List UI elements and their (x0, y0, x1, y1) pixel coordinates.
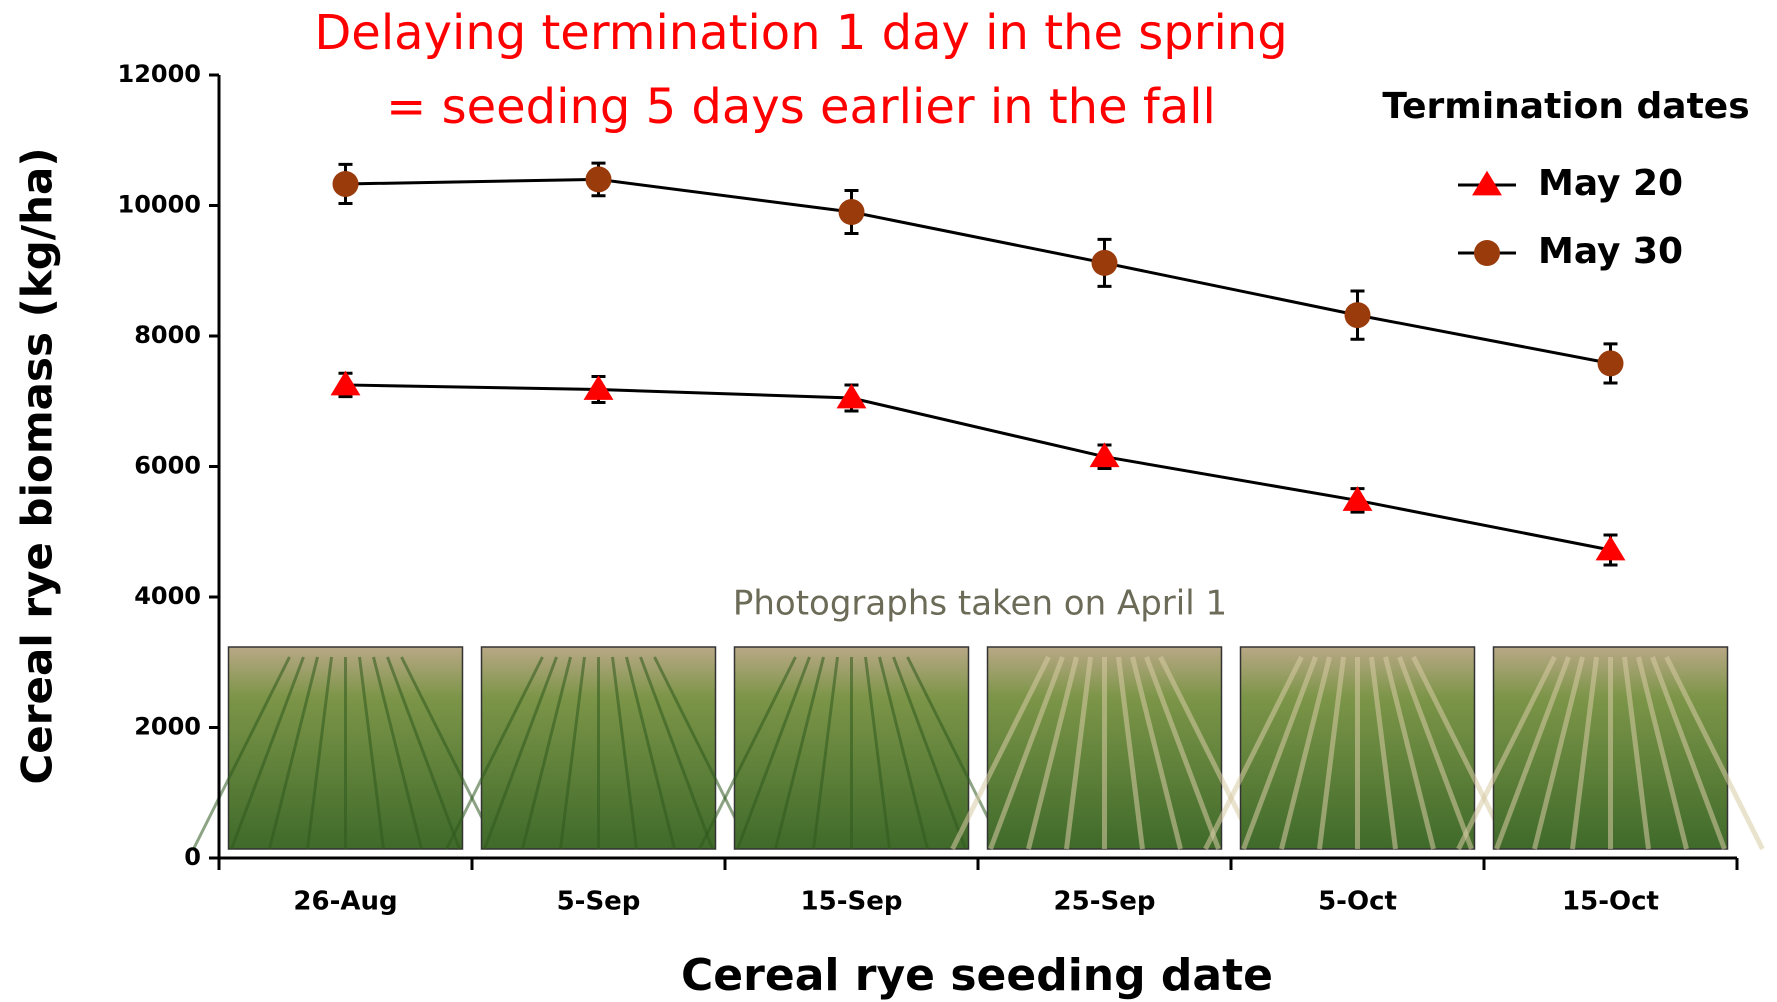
annotation: = seeding 5 days earlier in the fall (386, 79, 1216, 135)
y-tick-label: 2000 (134, 713, 201, 741)
y-axis-label: Cereal rye biomass (kg/ha) (13, 147, 62, 784)
marker (1345, 302, 1371, 328)
series-line (346, 179, 1611, 363)
marker (331, 371, 361, 396)
marker (1092, 250, 1118, 276)
x-tick-label: 25-Sep (1054, 887, 1156, 917)
y-tick-label: 0 (184, 843, 201, 871)
series-line (346, 385, 1611, 550)
page: Delaying termination 1 day in the spring… (0, 0, 1777, 1002)
annotation: Delaying termination 1 day in the spring (314, 5, 1287, 61)
marker (586, 166, 612, 192)
y-tick-label: 10000 (118, 191, 202, 219)
photo-caption: Photographs taken on April 1 (733, 584, 1227, 624)
x-tick-label: 26-Aug (293, 887, 397, 917)
legend-label: May 20 (1538, 163, 1683, 204)
marker (333, 171, 359, 197)
chart: Delaying termination 1 day in the spring… (0, 0, 1777, 1002)
x-tick-label: 15-Oct (1562, 887, 1659, 917)
marker (584, 375, 614, 400)
photos (194, 647, 1763, 849)
x-tick-label: 5-Oct (1318, 887, 1397, 917)
x-tick-label: 15-Sep (801, 887, 903, 917)
y-tick-label: 4000 (134, 582, 201, 610)
x-axis-label: Cereal rye seeding date (681, 950, 1273, 1001)
y-tick-label: 6000 (134, 452, 201, 480)
legend-label: May 30 (1538, 231, 1683, 272)
x-tick-label: 5-Sep (557, 887, 641, 917)
marker (1598, 350, 1624, 376)
y-tick-label: 12000 (118, 60, 202, 88)
marker (1472, 171, 1502, 196)
legend-title: Termination dates (1382, 86, 1749, 127)
marker (837, 384, 867, 409)
marker (839, 199, 865, 225)
y-tick-label: 8000 (134, 321, 201, 349)
marker (1474, 240, 1500, 266)
